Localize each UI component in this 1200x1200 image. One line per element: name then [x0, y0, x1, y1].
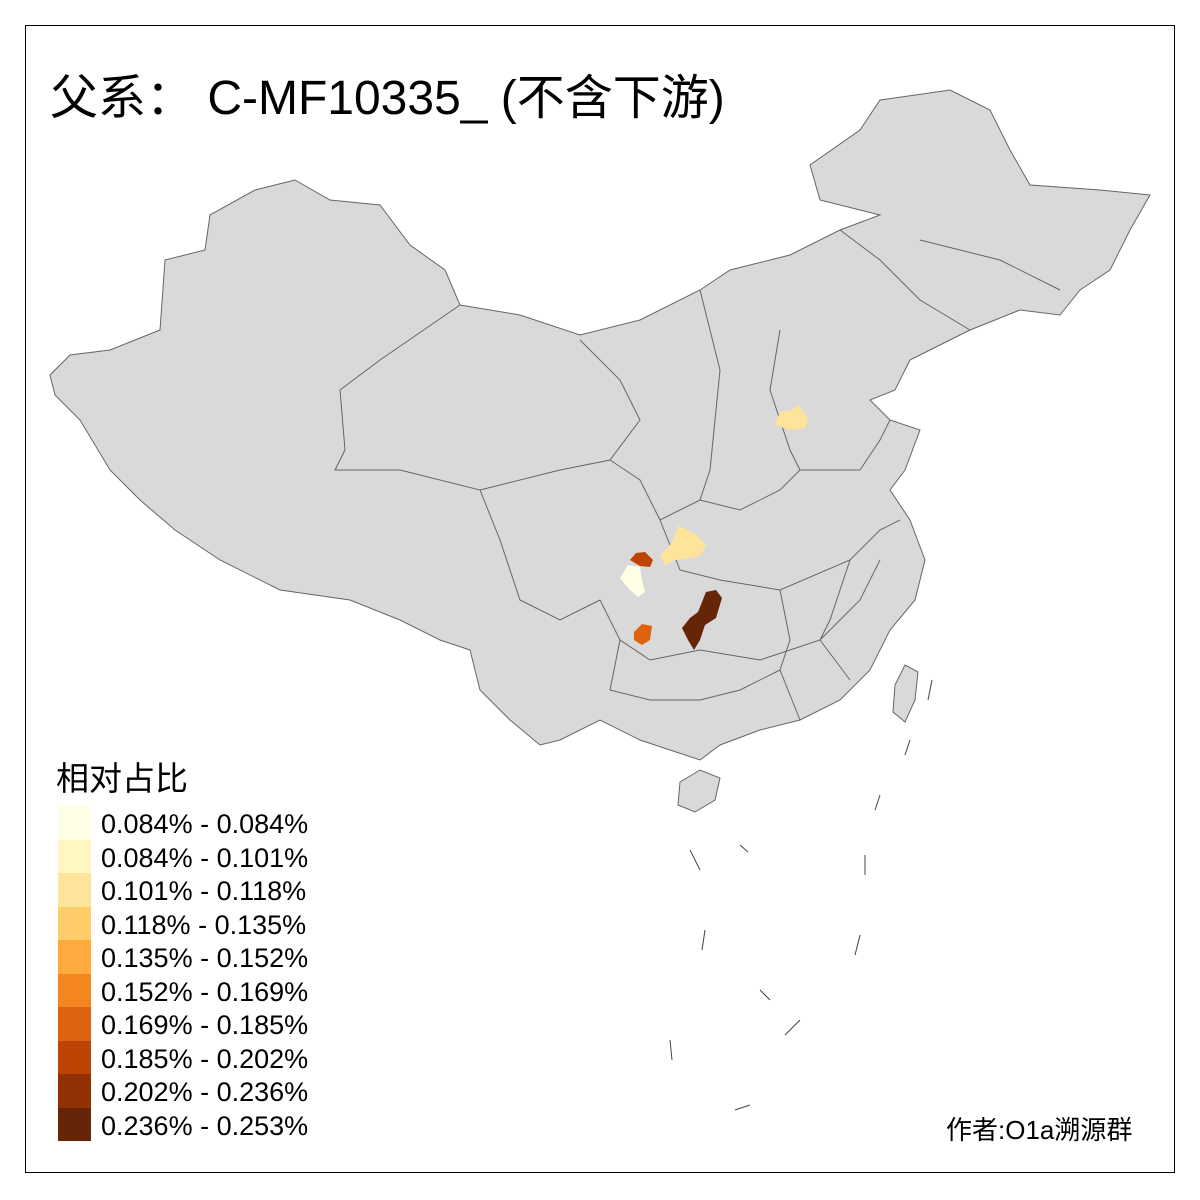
- legend-item: 0.101% - 0.118%: [58, 873, 358, 907]
- hainan-island: [677, 769, 721, 813]
- legend-item: 0.135% - 0.152%: [58, 940, 358, 974]
- author-credit: 作者:O1a溯源群: [946, 1115, 1133, 1145]
- legend-item: 0.084% - 0.101%: [58, 839, 358, 873]
- legend-label: 0.169% - 0.185%: [101, 1010, 309, 1040]
- legend-swatch: [58, 973, 91, 1007]
- legend-swatch: [58, 906, 91, 940]
- legend-swatch: [58, 839, 91, 873]
- south-china-sea-islands: [669, 679, 933, 1111]
- legend-label: 0.084% - 0.101%: [101, 842, 309, 873]
- legend-label: 0.236% - 0.253%: [101, 1110, 309, 1141]
- legend-label: 0.118% - 0.135%: [101, 909, 307, 940]
- region-central-west: [660, 526, 706, 565]
- legend-title: 相对占比: [56, 759, 188, 798]
- legend-swatch: [58, 940, 91, 974]
- province-borders: [334, 229, 1061, 721]
- legend-label: 0.101% - 0.118%: [101, 876, 307, 906]
- region-southwest-c: [634, 624, 652, 645]
- legend-swatch: [58, 1074, 91, 1108]
- legend-swatch: [58, 873, 91, 907]
- map-title: 父系： C-MF10335_ (不含下游): [50, 72, 725, 125]
- taiwan-island: [892, 664, 919, 723]
- mainland-region: [49, 89, 1151, 761]
- legend-label: 0.185% - 0.202%: [101, 1043, 309, 1074]
- legend-swatch: [58, 1007, 91, 1041]
- legend-label: 0.084% - 0.084%: [101, 809, 309, 839]
- legend-item: 0.185% - 0.202%: [58, 1040, 358, 1074]
- legend-item: 0.202% - 0.236%: [58, 1074, 358, 1108]
- highlighted-regions: [620, 405, 808, 650]
- legend-label: 0.202% - 0.236%: [101, 1077, 309, 1107]
- legend-label: 0.135% - 0.152%: [101, 943, 309, 973]
- legend-item: 0.084% - 0.084%: [58, 806, 358, 840]
- region-southwest-a: [630, 552, 653, 567]
- legend-item: 0.236% - 0.253%: [58, 1107, 358, 1141]
- region-south-central: [682, 590, 722, 650]
- legend-swatch: [58, 1107, 91, 1141]
- legend-item: 0.152% - 0.169%: [58, 973, 358, 1007]
- map-frame: [25, 25, 1175, 1173]
- legend-swatch: [58, 1040, 91, 1074]
- legend-item: 0.169% - 0.185%: [58, 1007, 358, 1041]
- legend-label: 0.152% - 0.169%: [101, 976, 309, 1007]
- region-north-china: [775, 405, 808, 430]
- legend-swatch: [58, 806, 91, 840]
- legend-item: 0.118% - 0.135%: [58, 906, 358, 940]
- region-southwest-b: [620, 565, 645, 597]
